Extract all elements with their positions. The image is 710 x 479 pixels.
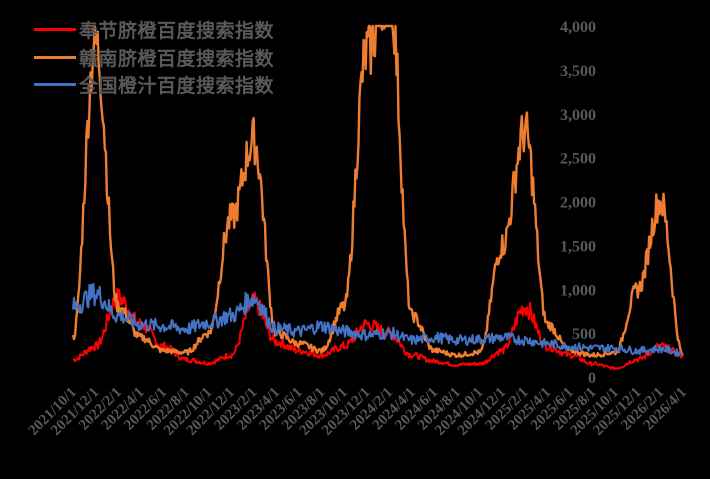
y-axis-tick-label: 1,000 [560,282,596,299]
y-axis-tick-label: 500 [572,326,596,343]
legend-item-gannan: 赣南脐橙百度搜索指数 [34,44,274,72]
legend-line-blue-icon [34,83,76,87]
legend-line-red-icon [34,28,76,32]
legend-label: 赣南脐橙百度搜索指数 [79,47,275,70]
legend-label: 全国橙汁百度搜索指数 [79,75,275,98]
y-axis-tick-label: 1,500 [560,238,596,255]
y-axis-tick-label: 0 [588,370,596,387]
legend-label: 奉节脐橙百度搜索指数 [79,20,275,43]
y-axis-tick-label: 3,000 [560,107,596,124]
series-line-2 [72,282,684,358]
series-line-1 [71,24,685,359]
y-axis-tick-label: 4,000 [560,19,596,36]
y-axis-tick-label: 2,500 [560,151,596,168]
legend-item-fengjie: 奉节脐橙百度搜索指数 [34,16,274,44]
legend-line-orange-icon [34,55,76,59]
chart-legend: 奉节脐橙百度搜索指数 赣南脐橙百度搜索指数 全国橙汁百度搜索指数 [34,16,274,99]
y-axis-tick-label: 2,000 [560,195,596,212]
y-axis-tick-label: 3,500 [560,63,596,80]
legend-item-orange-juice: 全国橙汁百度搜索指数 [34,71,274,99]
